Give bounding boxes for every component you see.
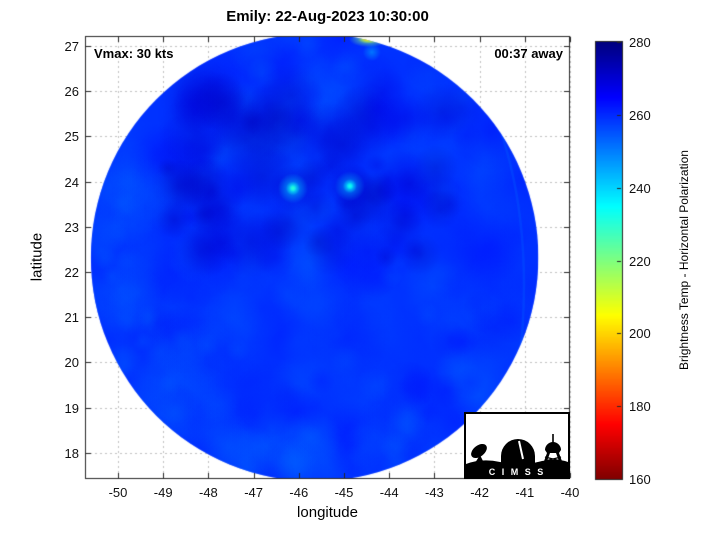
- colorbar-tick-label: 240: [629, 180, 651, 196]
- x-tick-label: -48: [198, 485, 218, 500]
- y-tick-label: 22: [64, 264, 79, 280]
- tower-brace-icon: [544, 456, 562, 462]
- vmax-annotation: Vmax: 30 kts: [94, 46, 174, 61]
- x-tick-label: -45: [334, 485, 354, 500]
- plot-title: Emily: 22-Aug-2023 10:30:00: [226, 8, 429, 25]
- water-tower-cap-icon: [545, 442, 561, 453]
- dish-stand-icon: [475, 455, 484, 463]
- x-tick-label: -43: [424, 485, 444, 500]
- y-tick-label: 25: [64, 129, 79, 145]
- y-tick-label: 20: [64, 355, 79, 371]
- colorbar-tick-label: 220: [629, 253, 651, 269]
- y-tick-label: 18: [64, 445, 79, 461]
- colorbar-tick-label: 260: [629, 107, 651, 123]
- x-tick-label: -50: [108, 485, 128, 500]
- y-axis-label: latitude: [28, 232, 46, 282]
- colorbar-tick-label: 280: [629, 35, 651, 50]
- y-tick-label: 21: [64, 310, 79, 326]
- x-tick-label: -46: [289, 485, 309, 500]
- colorbar-tick-label: 200: [629, 326, 651, 342]
- colorbar-tick-label: 160: [629, 472, 651, 487]
- cimss-logo-text: C I M S S: [489, 467, 546, 477]
- y-tick-label: 19: [64, 400, 79, 416]
- x-tick-label: -49: [153, 485, 173, 500]
- y-tick-label: 26: [64, 84, 79, 100]
- x-tick-label: -47: [244, 485, 263, 500]
- cimss-logo-ground: [466, 459, 568, 477]
- x-axis-label: longitude: [297, 504, 358, 521]
- x-tick-label: -42: [470, 485, 489, 500]
- x-tick-label: -41: [515, 485, 535, 500]
- time-away-annotation: 00:37 away: [494, 46, 563, 61]
- y-tick-label: 27: [64, 38, 79, 54]
- water-tower-legs-icon: [543, 453, 563, 464]
- satellite-dish-icon: [471, 443, 487, 459]
- colorbar-label: Brightness Temp - Horizontal Polarizatio…: [677, 150, 691, 370]
- dome-slit-icon: [518, 440, 524, 460]
- x-tick-label: -40: [560, 485, 580, 500]
- observatory-dome-icon: [501, 439, 535, 464]
- y-tick-label: 24: [64, 174, 79, 190]
- cimss-logo: C I M S S: [464, 412, 570, 479]
- x-tick-label: -44: [379, 485, 399, 500]
- colorbar-tick-label: 180: [629, 399, 651, 415]
- y-tick-label: 23: [64, 219, 79, 235]
